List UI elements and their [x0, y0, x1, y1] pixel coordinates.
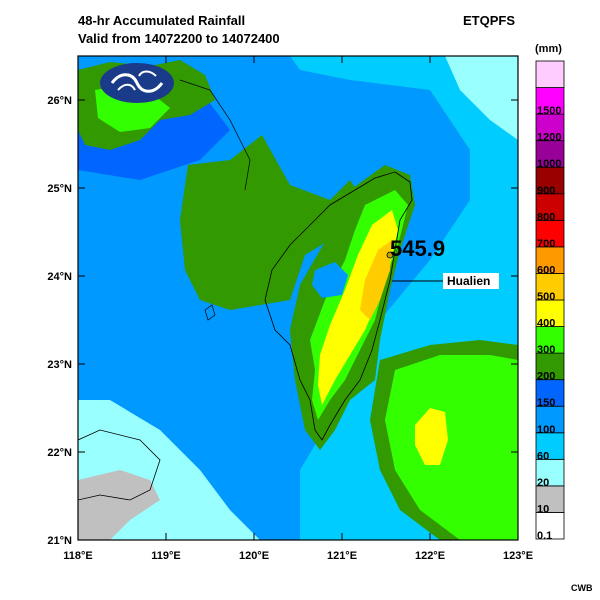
map-frame	[77, 55, 519, 541]
legend-label: 300	[537, 344, 555, 356]
legend-swatch	[535, 405, 565, 434]
x-tick-label: 122°E	[415, 550, 445, 562]
mainland-coastline	[179, 79, 251, 191]
legend-label: 100	[537, 424, 555, 436]
x-tick-label: 121°E	[327, 550, 357, 562]
field-100-inland	[312, 262, 348, 298]
chart-title: 48-hr Accumulated Rainfall	[78, 13, 246, 28]
field-10-gray	[78, 470, 160, 540]
y-tick-label: 22°N	[47, 447, 72, 459]
legend-swatch	[535, 485, 565, 513]
credit-text: CWB	[571, 583, 593, 593]
legend-swatch	[535, 512, 565, 540]
penghu-islands	[204, 304, 216, 321]
legend-swatch	[535, 140, 565, 168]
legend-label: 1000	[537, 158, 561, 170]
legend-swatch	[535, 87, 565, 115]
city-label-bg	[443, 273, 499, 289]
x-tick-label: 119°E	[151, 550, 180, 562]
legend-swatch	[535, 60, 565, 88]
legend-label: 150	[537, 397, 555, 409]
legend-label: 700	[537, 238, 555, 250]
legend-label: 400	[537, 318, 555, 330]
legend-label: 500	[537, 291, 555, 303]
legend-swatch	[535, 246, 565, 274]
y-tick-label: 25°N	[47, 183, 72, 195]
y-tick-label: 23°N	[47, 359, 72, 371]
legend-swatch	[535, 352, 565, 381]
max-rain-value: 545.9	[390, 236, 445, 261]
legend-swatch	[535, 193, 565, 221]
x-tick-label: 123°E	[503, 550, 533, 562]
cwb-logo	[100, 63, 174, 103]
legend-label: 800	[537, 211, 555, 223]
longitude-labels: 118°E 119°E 120°E 121°E 122°E 123°E	[63, 550, 533, 562]
legend-unit: (mm)	[535, 43, 562, 55]
taiwan-coastline	[264, 171, 413, 441]
legend-swatch	[535, 219, 565, 248]
legend-label: 0.1	[537, 530, 552, 542]
legend-label: 10	[537, 503, 549, 515]
legend-swatch	[535, 166, 565, 195]
legend-swatch	[535, 326, 565, 354]
legend-label: 600	[537, 264, 555, 276]
legend-label: 60	[537, 450, 549, 462]
field-200-west	[180, 135, 360, 310]
x-tick-label: 118°E	[63, 550, 92, 562]
legend-swatch	[535, 113, 565, 142]
latitude-labels: 21°N 22°N 23°N 24°N 25°N 26°N	[47, 95, 72, 547]
y-tick-label: 26°N	[47, 95, 72, 107]
field-500-taiwan	[360, 240, 392, 320]
legend-swatch	[535, 432, 565, 460]
field-300-southeast	[385, 355, 518, 540]
x-tick-label: 120°E	[239, 550, 269, 562]
legend-swatch	[535, 379, 565, 407]
y-tick-label: 24°N	[47, 271, 72, 283]
model-name: ETQPFS	[463, 13, 516, 28]
field-400-southeast	[415, 408, 448, 465]
legend-label: 1500	[537, 105, 561, 117]
max-rain-marker	[386, 251, 394, 259]
city-label: Hualien	[447, 274, 490, 288]
rainfall-field	[78, 56, 518, 540]
axis-ticks	[77, 56, 519, 541]
y-tick-label: 21°N	[47, 535, 72, 547]
field-20-northeast	[445, 56, 518, 140]
legend-label: 1200	[537, 132, 561, 144]
legend-label: 20	[537, 477, 549, 489]
legend: 0.1 10 20 60 100 150 200 300 400 500 600 700 800 900 1…	[535, 60, 565, 542]
chart-subtitle: Valid from 14072200 to 14072400	[78, 31, 280, 46]
legend-label: 200	[537, 371, 555, 383]
legend-label: 900	[537, 185, 555, 197]
legend-swatch	[535, 458, 565, 487]
southwest-coastline	[78, 429, 161, 501]
